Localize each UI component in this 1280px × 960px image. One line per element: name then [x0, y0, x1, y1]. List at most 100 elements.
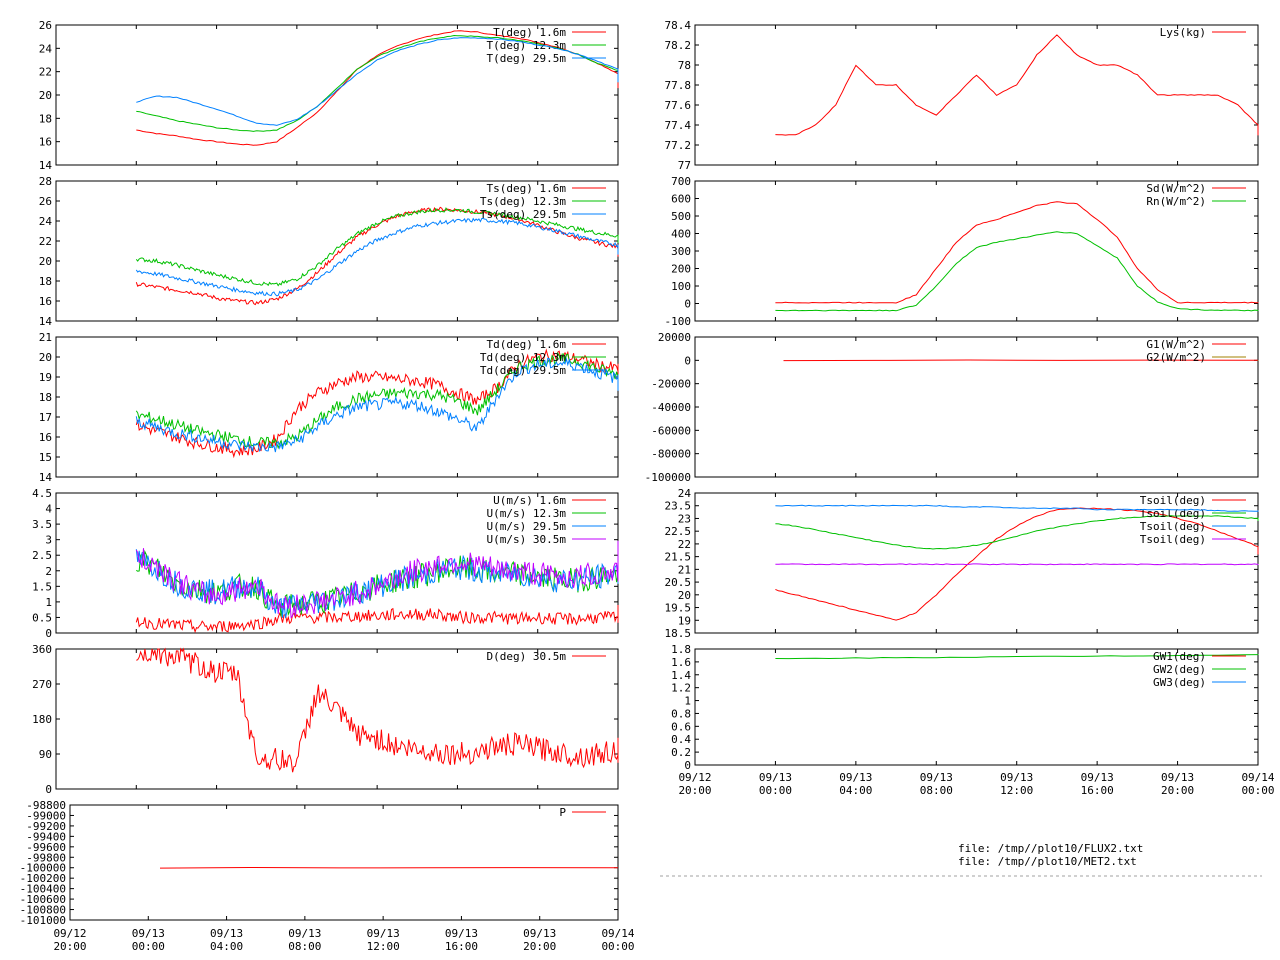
- xtick-label-time: 00:00: [132, 940, 165, 953]
- ytick-label: 16: [39, 136, 52, 149]
- ytick-label: 77.6: [665, 99, 692, 112]
- series-line-pressure-0: [159, 866, 619, 869]
- ytick-label: 24: [678, 487, 692, 500]
- ytick-label: 0.6: [671, 720, 691, 733]
- xtick-label-time: 04:00: [210, 940, 243, 953]
- ytick-label: 3.5: [32, 518, 52, 531]
- ytick-label: 77: [678, 159, 691, 172]
- series-line-airtemp-0: [136, 30, 619, 146]
- ytick-label: 78: [678, 59, 691, 72]
- xtick-label-date: 09/14: [601, 927, 634, 940]
- series-line-soiltemp-3: [775, 563, 1259, 566]
- legend-label: G1(W/m^2): [1146, 338, 1206, 351]
- ytick-label: 300: [671, 245, 691, 258]
- legend-label: GW2(deg): [1153, 663, 1206, 676]
- xtick-label-date: 09/13: [839, 771, 872, 784]
- ytick-label: -100000: [20, 862, 66, 875]
- file-label-met: file: /tmp//plot10/MET2.txt: [958, 855, 1137, 868]
- xtick-label-date: 09/13: [920, 771, 953, 784]
- ytick-label: 21.5: [665, 551, 692, 564]
- ytick-label: 20: [39, 89, 52, 102]
- legend-label: G2(W/m^2): [1146, 351, 1206, 364]
- legend-label: Ts(deg) 29.5m: [480, 208, 566, 221]
- plot-frame: [55, 648, 619, 790]
- ytick-label: 20.5: [665, 576, 692, 589]
- legend-label: T(deg) 1.6m: [493, 26, 566, 39]
- series-line-winddir-0: [136, 647, 619, 773]
- ytick-label: 100: [671, 280, 691, 293]
- chart-panel-airtemp: 14 16 18 20 22 24 26 T(deg) 1.6mT(deg) 12.3mT(d…: [39, 19, 619, 172]
- series-line-groundwater-1: [775, 654, 1259, 660]
- ytick-label: 77.2: [665, 139, 692, 152]
- series-line-soiltemp-1: [775, 515, 1259, 550]
- ytick-label: 1.5: [32, 580, 52, 593]
- ytick-label: 19: [39, 371, 52, 384]
- ytick-label: -60000: [651, 424, 691, 437]
- xtick-label-time: 20:00: [1161, 784, 1194, 797]
- ytick-label: -100600: [20, 893, 66, 906]
- ytick-label: 20000: [658, 331, 691, 344]
- ytick-label: 24: [39, 215, 53, 228]
- legend-label: T(deg) 29.5m: [487, 52, 567, 65]
- ytick-label: -99800: [26, 851, 66, 864]
- chart-panel-lys: 77 77.2 77.4 77.6 77.8 78 78.2 78.4 Lys(kg): [665, 19, 1259, 172]
- ytick-label: 1.2: [671, 682, 691, 695]
- legend-label: Tsoil(deg): [1140, 507, 1206, 520]
- ytick-label: 22: [39, 66, 52, 79]
- xtick-label-date: 09/13: [288, 927, 321, 940]
- legend-label: GW1(deg): [1153, 650, 1206, 663]
- chart-panel-wind: 0 0.5 1 1.5 2 2.5 3 3.5 4 4.5 U(m/s) 1.6mU(m/s) 12…: [32, 487, 619, 640]
- legend-label: D(deg) 30.5m: [487, 650, 567, 663]
- ytick-label: 78.2: [665, 39, 692, 52]
- ytick-label: 23.5: [665, 500, 692, 513]
- ytick-label: 0: [684, 298, 691, 311]
- ytick-label: -101000: [20, 914, 66, 927]
- ytick-label: 24: [39, 42, 53, 55]
- ytick-label: -100: [665, 315, 692, 328]
- ytick-label: 18: [39, 391, 52, 404]
- series-line-wind-3: [135, 540, 619, 619]
- ytick-label: 2.5: [32, 549, 52, 562]
- series-line-radiation-1: [775, 231, 1259, 312]
- chart-panel-winddir: 0 90 180 270 360 D(deg) 30.5m: [32, 643, 619, 796]
- series-line-radiation-0: [775, 201, 1259, 304]
- xtick-label-date: 09/13: [210, 927, 243, 940]
- ytick-label: 700: [671, 175, 691, 188]
- ytick-label: 0: [684, 354, 691, 367]
- ytick-label: 20: [39, 255, 52, 268]
- ytick-label: 14: [39, 159, 53, 172]
- xtick-label-time: 08:00: [920, 784, 953, 797]
- ytick-label: 1.6: [671, 656, 691, 669]
- ytick-label: 1: [45, 596, 52, 609]
- ytick-label: 200: [671, 263, 691, 276]
- chart-panel-pressure: -101000-100800-100600-100400-100200-1000…: [20, 799, 619, 927]
- ytick-label: -98800: [26, 799, 66, 812]
- xtick-label-time: 12:00: [1000, 784, 1033, 797]
- ytick-label: 23: [678, 512, 691, 525]
- legend-label: Lys(kg): [1160, 26, 1206, 39]
- ytick-label: -20000: [651, 378, 691, 391]
- plot-frame: [55, 336, 619, 478]
- series-line-soilheat-0: [783, 359, 1258, 362]
- legend-label: U(m/s) 12.3m: [487, 507, 567, 520]
- legend-label: Td(deg) 29.5m: [480, 364, 566, 377]
- ytick-label: -40000: [651, 401, 691, 414]
- ytick-label: -100800: [20, 904, 66, 917]
- ytick-label: -100000: [645, 471, 691, 484]
- legend-label: U(m/s) 1.6m: [493, 494, 566, 507]
- ytick-label: 4: [45, 503, 52, 516]
- legend-label: Tsoil(deg): [1140, 494, 1206, 507]
- xtick-label-date: 09/12: [678, 771, 711, 784]
- ytick-label: 20: [39, 351, 52, 364]
- ytick-label: 270: [32, 678, 52, 691]
- ytick-label: 22: [678, 538, 691, 551]
- ytick-label: -100400: [20, 883, 66, 896]
- xtick-label-time: 16:00: [445, 940, 478, 953]
- xtick-label-time: 20:00: [53, 940, 86, 953]
- ytick-label: 19: [678, 614, 691, 627]
- ytick-label: 4.5: [32, 487, 52, 500]
- plot-frame: [694, 24, 1259, 166]
- series-line-soiltemp-2: [775, 504, 1259, 512]
- series-line-dewpoint-1: [135, 351, 619, 450]
